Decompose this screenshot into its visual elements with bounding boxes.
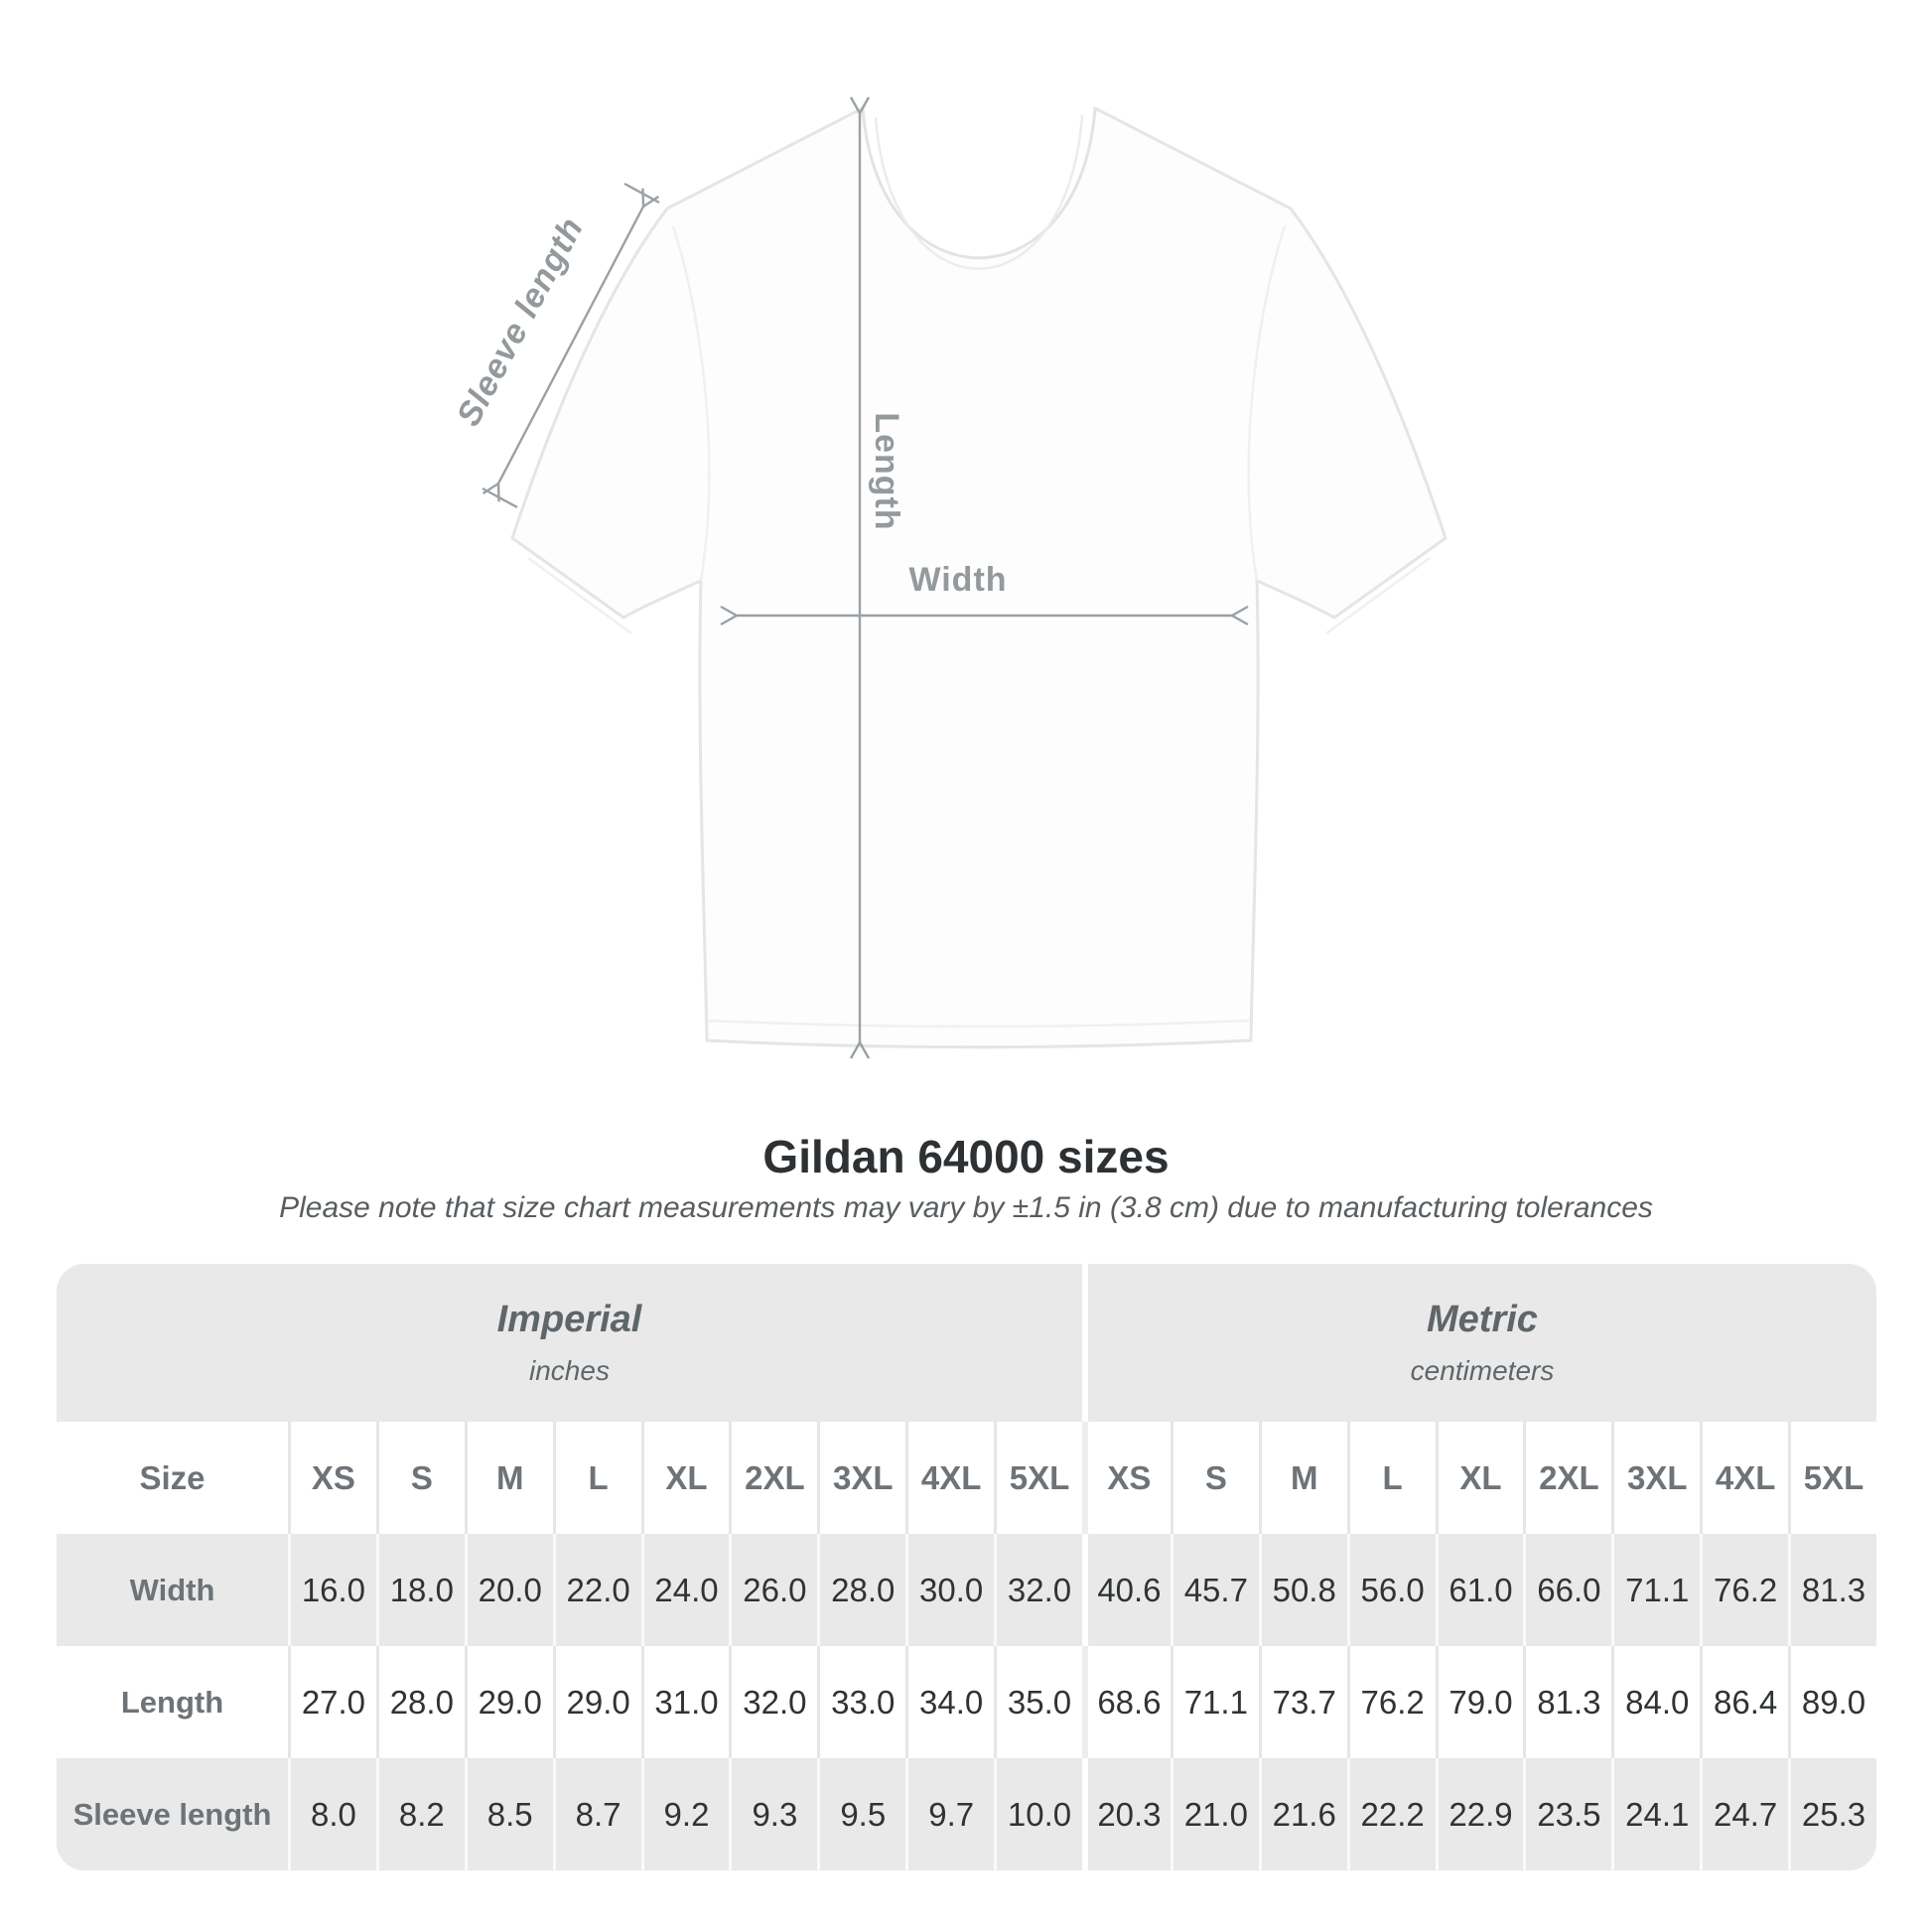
sleeve-length-arrow: [482, 188, 660, 502]
unit-group-imperial: Imperial inches: [57, 1264, 1082, 1422]
table-cell: 40.6: [1081, 1534, 1171, 1646]
table-cell: 33.0: [817, 1646, 906, 1758]
table-cell: 71.1: [1170, 1646, 1259, 1758]
size-col-header: 2XL: [729, 1422, 818, 1534]
size-col-header: 3XL: [1611, 1422, 1701, 1534]
size-col-header: M: [464, 1422, 553, 1534]
table-cell: 24.0: [640, 1534, 730, 1646]
table-cell: 71.1: [1611, 1534, 1701, 1646]
size-col-header: L: [552, 1422, 641, 1534]
table-cell: 24.7: [1700, 1758, 1789, 1870]
size-col-header: 2XL: [1523, 1422, 1612, 1534]
size-col-header: 3XL: [817, 1422, 906, 1534]
size-table: Imperial inches Metric centimeters Size X…: [57, 1264, 1876, 1870]
size-col-header: XS: [288, 1422, 376, 1534]
size-col-header: S: [1170, 1422, 1259, 1534]
size-col-header: XL: [640, 1422, 730, 1534]
table-cell: 23.5: [1523, 1758, 1612, 1870]
table-cell: 27.0: [288, 1646, 376, 1758]
table-cell: 66.0: [1523, 1534, 1612, 1646]
table-cell: 81.3: [1788, 1534, 1876, 1646]
table-cell: 22.9: [1435, 1758, 1524, 1870]
table-cell: 56.0: [1346, 1534, 1436, 1646]
size-col-header: 5XL: [994, 1422, 1082, 1534]
table-cell: 84.0: [1611, 1646, 1701, 1758]
size-col-header: 5XL: [1788, 1422, 1876, 1534]
table-cell: 8.7: [552, 1758, 641, 1870]
table-cell: 73.7: [1258, 1646, 1347, 1758]
table-cell: 50.8: [1258, 1534, 1347, 1646]
imperial-label: Imperial: [496, 1299, 642, 1340]
table-cell: 21.0: [1170, 1758, 1259, 1870]
table-cell: 29.0: [552, 1646, 641, 1758]
table-cell: 81.3: [1523, 1646, 1612, 1758]
row-label: Width: [57, 1534, 288, 1646]
table-cell: 76.2: [1700, 1534, 1789, 1646]
size-col-header: XL: [1435, 1422, 1524, 1534]
size-col-header: L: [1346, 1422, 1436, 1534]
tolerance-note: Please note that size chart measurements…: [279, 1191, 1653, 1224]
table-cell: 76.2: [1346, 1646, 1436, 1758]
table-cell: 29.0: [464, 1646, 553, 1758]
measurement-arrows: [482, 96, 1249, 1059]
table-cell: 20.0: [464, 1534, 553, 1646]
width-annotation-label: Width: [908, 561, 1008, 599]
size-col-header: XS: [1081, 1422, 1171, 1534]
table-cell: 31.0: [640, 1646, 730, 1758]
table-cell: 32.0: [994, 1534, 1082, 1646]
table-cell: 21.6: [1258, 1758, 1347, 1870]
size-corner-label: Size: [57, 1422, 288, 1534]
table-cell: 20.3: [1081, 1758, 1171, 1870]
table-cell: 18.0: [375, 1534, 465, 1646]
table-cell: 26.0: [729, 1534, 818, 1646]
table-cell: 35.0: [994, 1646, 1082, 1758]
table-cell: 61.0: [1435, 1534, 1524, 1646]
unit-group-metric: Metric centimeters: [1081, 1264, 1876, 1422]
table-cell: 28.0: [375, 1646, 465, 1758]
table-cell: 30.0: [905, 1534, 995, 1646]
row-label: Length: [57, 1646, 288, 1758]
table-cell: 45.7: [1170, 1534, 1259, 1646]
table-cell: 22.2: [1346, 1758, 1436, 1870]
table-cell: 8.0: [288, 1758, 376, 1870]
size-col-header: M: [1258, 1422, 1347, 1534]
table-cell: 68.6: [1081, 1646, 1171, 1758]
table-cell: 22.0: [552, 1534, 641, 1646]
table-cell: 25.3: [1788, 1758, 1876, 1870]
sleeve-arrow-top-tick: [623, 182, 660, 205]
row-label: Sleeve length: [57, 1758, 288, 1870]
size-col-header: S: [375, 1422, 465, 1534]
table-cell: 8.2: [375, 1758, 465, 1870]
table-cell: 10.0: [994, 1758, 1082, 1870]
table-cell: 86.4: [1700, 1646, 1789, 1758]
table-cell: 9.2: [640, 1758, 730, 1870]
table-cell: 9.3: [729, 1758, 818, 1870]
table-cell: 34.0: [905, 1646, 995, 1758]
metric-label: Metric: [1427, 1299, 1538, 1340]
table-cell: 89.0: [1788, 1646, 1876, 1758]
metric-sublabel: centimeters: [1410, 1355, 1555, 1386]
table-cell: 8.5: [464, 1758, 553, 1870]
tshirt-outline: [510, 106, 1448, 1049]
table-cell: 32.0: [729, 1646, 818, 1758]
size-col-header: 4XL: [905, 1422, 995, 1534]
size-col-header: 4XL: [1700, 1422, 1789, 1534]
table-cell: 9.5: [817, 1758, 906, 1870]
table-cell: 28.0: [817, 1534, 906, 1646]
table-cell: 24.1: [1611, 1758, 1701, 1870]
table-cell: 79.0: [1435, 1646, 1524, 1758]
table-cell: 16.0: [288, 1534, 376, 1646]
table-cell: 9.7: [905, 1758, 995, 1870]
sleeve-arrow-bottom-tick: [482, 486, 518, 509]
imperial-sublabel: inches: [529, 1355, 610, 1386]
page-title: Gildan 64000 sizes: [762, 1131, 1170, 1182]
